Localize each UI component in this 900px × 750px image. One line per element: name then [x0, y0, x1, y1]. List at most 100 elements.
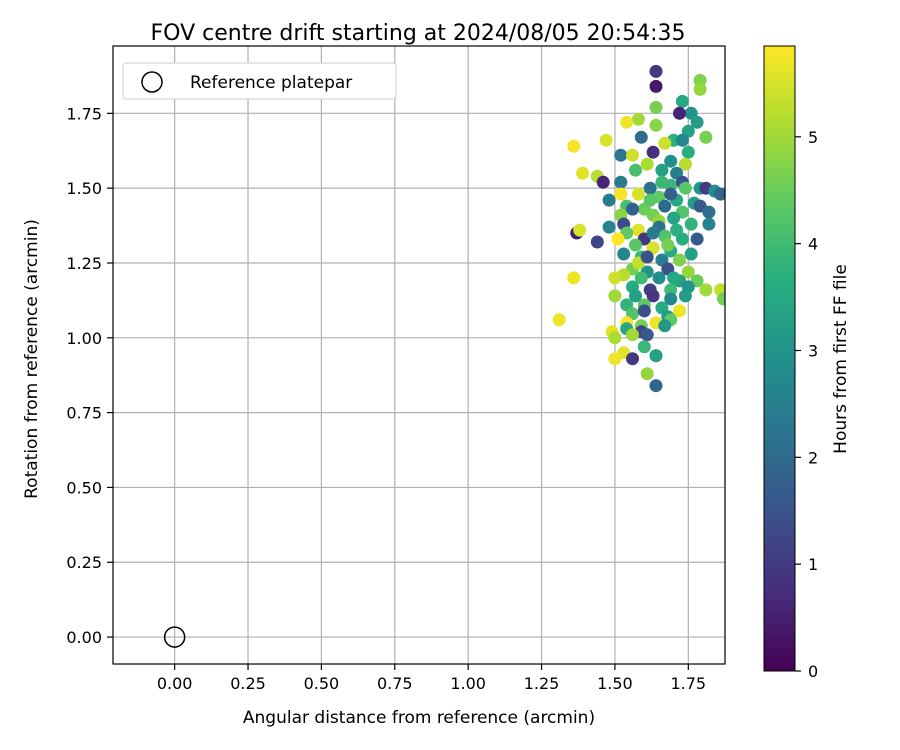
y-tick-label: 0.25 [66, 553, 102, 572]
scatter-point [717, 292, 725, 306]
scatter-point [573, 223, 587, 237]
colorbar-ticks: 0 1 2 3 4 5 [795, 128, 818, 681]
y-tick-label: 1.75 [66, 104, 102, 123]
reference-platepar-marker [163, 626, 186, 648]
scatter-point [690, 115, 704, 129]
scatter-point [629, 289, 642, 303]
legend-box [122, 62, 397, 100]
colorbar-label: Hours from first FF file [831, 264, 851, 454]
legend-entry-reference-platepar: Reference platepar [190, 73, 352, 93]
x-axis-label: Angular distance from reference (arcmin) [243, 708, 595, 728]
scatter-point [608, 289, 622, 303]
scatter-point [693, 82, 707, 96]
colorbar-tick-label: 4 [808, 235, 818, 254]
scatter-point [631, 187, 645, 201]
scatter-point [646, 289, 660, 303]
scatter-point [658, 319, 672, 333]
scatter-point [614, 148, 628, 162]
y-tick-label: 0.75 [66, 404, 102, 423]
scatter-point [699, 283, 713, 297]
plot-frame [112, 45, 726, 665]
scatter-point [614, 187, 628, 201]
scatter-point [626, 328, 639, 342]
scatter-point [576, 166, 590, 180]
colorbar-gradient [763, 45, 796, 672]
scatter-point [690, 232, 704, 246]
scatter-point [631, 112, 645, 126]
scatter-point [602, 220, 616, 234]
scatter-point [681, 145, 695, 159]
scatter-point [567, 139, 581, 153]
y-tick-label: 0.50 [66, 478, 102, 497]
scatter-point [667, 211, 681, 225]
scatter-point [678, 157, 692, 171]
scatter-point [714, 187, 725, 201]
scatter-point [643, 193, 657, 207]
scatter-point [640, 367, 654, 381]
scatter-point [681, 265, 695, 279]
scatter-points [552, 64, 725, 393]
scatter-point [678, 181, 692, 195]
scatter-point [646, 226, 660, 240]
scatter-point [649, 100, 663, 114]
scatter-point [673, 253, 686, 267]
scatter-point [637, 304, 651, 318]
scatter-point [664, 154, 678, 168]
scatter-point [675, 94, 689, 108]
scatter-point [626, 148, 639, 162]
scatter-point [667, 271, 681, 285]
colorbar: 0 1 2 3 4 5 Hours from first FF file [763, 45, 851, 681]
colorbar-tick-label: 5 [808, 128, 818, 147]
scatter-point [608, 271, 622, 285]
colorbar-tick-label: 2 [808, 448, 818, 467]
x-tick-label: 0.75 [377, 674, 413, 693]
scatter-point [640, 157, 654, 171]
grid [113, 46, 725, 664]
scatter-point [649, 349, 663, 363]
scatter-point [652, 271, 666, 285]
scatter-point [611, 232, 625, 246]
scatter-point [684, 217, 698, 231]
scatter-point [655, 163, 669, 177]
scatter-point [702, 205, 716, 219]
scatter-point [608, 331, 622, 345]
colorbar-tick-label: 0 [808, 662, 818, 681]
x-tick-label: 1.75 [670, 674, 706, 693]
scatter-point [552, 313, 566, 327]
x-tick-label: 0.50 [304, 674, 340, 693]
scatter-point [673, 106, 686, 120]
y-axis-label: Rotation from reference (arcmin) [22, 219, 42, 499]
scatter-point [658, 136, 672, 150]
scatter-point [640, 250, 654, 264]
scatter-point [620, 115, 634, 129]
x-tick-label: 1.25 [524, 674, 560, 693]
colorbar-tick-label: 1 [808, 555, 818, 574]
y-tick-label: 0.00 [66, 628, 102, 647]
scatter-point [590, 235, 604, 249]
scatter-point [646, 145, 660, 159]
scatter-point [567, 271, 581, 285]
scatter-point [629, 163, 642, 177]
scatter-point [608, 352, 622, 366]
scatter-point [614, 175, 628, 189]
scatter-point [649, 64, 663, 78]
legend: Reference platepar [122, 62, 397, 100]
scatter-point [602, 193, 616, 207]
x-tick-label: 1.00 [450, 674, 486, 693]
scatter-point [693, 73, 707, 87]
y-tick-label: 1.50 [66, 179, 102, 198]
x-tick-label: 1.50 [597, 674, 633, 693]
scatter-point [661, 238, 675, 252]
scatter-point [596, 175, 610, 189]
scatter-point [637, 340, 651, 354]
scatter-point [655, 175, 669, 189]
scatter-point [617, 247, 631, 261]
scatter-point [658, 199, 672, 213]
scatter-point [678, 289, 692, 303]
scatter-point [673, 304, 686, 318]
colorbar-tick-label: 3 [808, 341, 818, 360]
scatter-point [675, 133, 689, 147]
scatter-point [626, 202, 639, 216]
scatter-point [664, 283, 678, 297]
